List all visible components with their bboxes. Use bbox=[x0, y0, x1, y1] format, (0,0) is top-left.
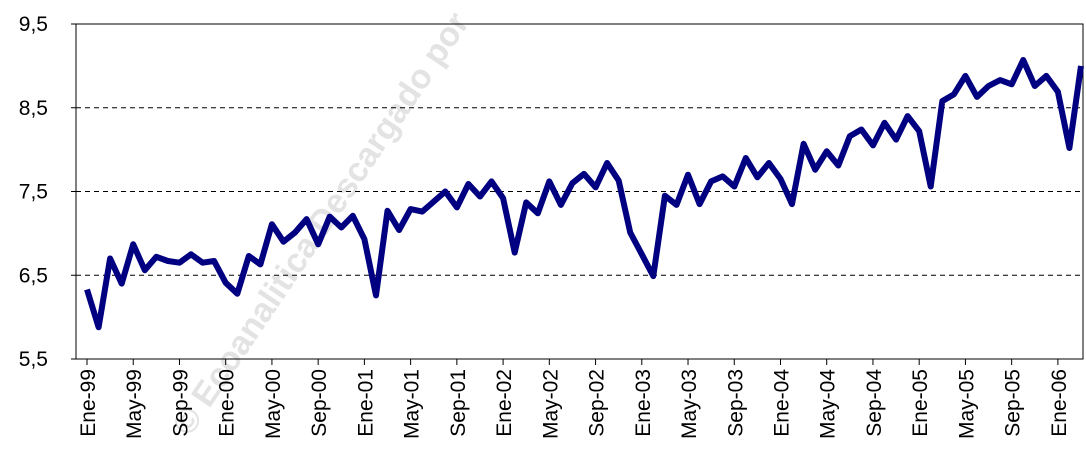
y-tick-label: 8,5 bbox=[19, 97, 48, 120]
x-tick-label: Sep-01 bbox=[447, 369, 470, 437]
x-tick-label: Sep-03 bbox=[724, 369, 747, 437]
x-tick-label: Ene-06 bbox=[1048, 369, 1071, 437]
y-tick-label: 6,5 bbox=[19, 264, 48, 287]
y-tick-label: 5,5 bbox=[19, 348, 48, 371]
x-tick-label: May-01 bbox=[401, 369, 424, 439]
y-tick-label: 9,5 bbox=[19, 13, 48, 36]
x-tick-label: May-02 bbox=[539, 369, 562, 439]
x-tick-label: May-05 bbox=[955, 369, 978, 439]
x-tick-label: Ene-05 bbox=[909, 369, 932, 437]
x-tick-label: May-03 bbox=[678, 369, 701, 439]
data-line bbox=[84, 57, 1084, 331]
x-tick-label: May-04 bbox=[817, 369, 840, 439]
x-tick-label: Sep-02 bbox=[586, 369, 609, 437]
x-tick-label: Ene-99 bbox=[77, 369, 100, 437]
x-tick-label: Sep-99 bbox=[169, 369, 192, 437]
x-tick-label: Ene-03 bbox=[632, 369, 655, 437]
x-tick-label: May-99 bbox=[123, 369, 146, 439]
x-tick-label: Sep-05 bbox=[1002, 369, 1025, 437]
x-tick-label: Ene-02 bbox=[493, 369, 516, 437]
x-tick-label: May-00 bbox=[262, 369, 285, 439]
x-tick-label: Ene-04 bbox=[770, 369, 793, 437]
x-tick-label: Sep-04 bbox=[863, 369, 886, 437]
x-tick-label: Ene-01 bbox=[354, 369, 377, 437]
y-tick-label: 7,5 bbox=[19, 181, 48, 204]
x-tick-label: Sep-00 bbox=[308, 369, 331, 437]
x-tick-label: Ene-00 bbox=[216, 369, 239, 437]
